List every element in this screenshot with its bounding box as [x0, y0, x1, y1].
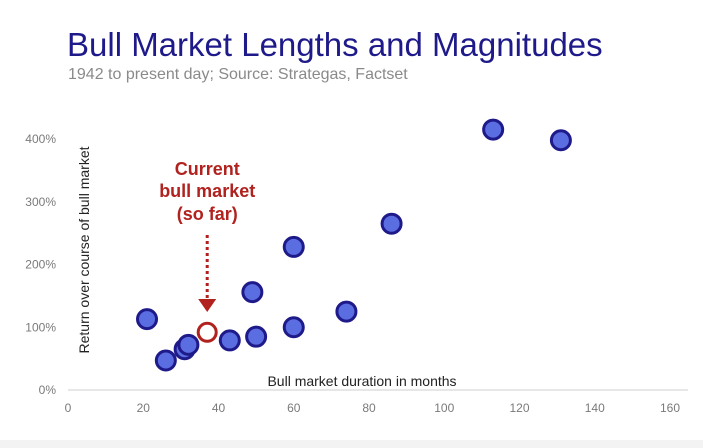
data-point — [136, 308, 159, 331]
chart-title: Bull Market Lengths and Magnitudes — [67, 26, 603, 63]
data-point — [177, 333, 200, 356]
data-point — [218, 329, 241, 352]
x-tick-label: 0 — [65, 401, 72, 415]
x-tick-label: 20 — [137, 401, 151, 415]
y-tick-label: 0% — [39, 383, 57, 397]
annotation-line: bull market — [159, 181, 255, 201]
y-tick-labels: 0% 100% 200% 300% 400% — [25, 132, 56, 397]
x-tick-label: 120 — [509, 401, 529, 415]
data-point — [245, 325, 268, 348]
data-points — [136, 118, 572, 372]
x-tick-label: 60 — [287, 401, 301, 415]
y-tick-label: 100% — [25, 320, 56, 334]
x-tick-label: 140 — [585, 401, 605, 415]
data-point — [482, 118, 505, 141]
annotation-line: (so far) — [177, 204, 238, 224]
y-tick-label: 300% — [25, 195, 56, 209]
annotation-line: Current — [175, 159, 240, 179]
annotation-arrow-head — [198, 299, 217, 312]
x-tick-label: 80 — [362, 401, 376, 415]
current-point — [196, 321, 218, 343]
x-tick-label: 160 — [660, 401, 680, 415]
x-axis-title: Bull market duration in months — [267, 373, 456, 389]
data-point — [241, 281, 264, 304]
data-point — [282, 235, 305, 258]
data-point — [549, 129, 572, 152]
y-tick-label: 400% — [25, 132, 56, 146]
x-tick-label: 40 — [212, 401, 226, 415]
chart-subtitle: 1942 to present day; Source: Strategas, … — [68, 66, 408, 83]
y-axis-title: Return over course of bull market — [76, 146, 92, 353]
data-point — [380, 212, 403, 235]
data-point — [335, 300, 358, 323]
x-tick-labels: 0 20 40 60 80 100 120 140 160 — [65, 401, 681, 415]
data-point — [154, 349, 177, 372]
y-tick-label: 200% — [25, 258, 56, 272]
x-tick-label: 100 — [434, 401, 454, 415]
data-point — [282, 316, 305, 339]
